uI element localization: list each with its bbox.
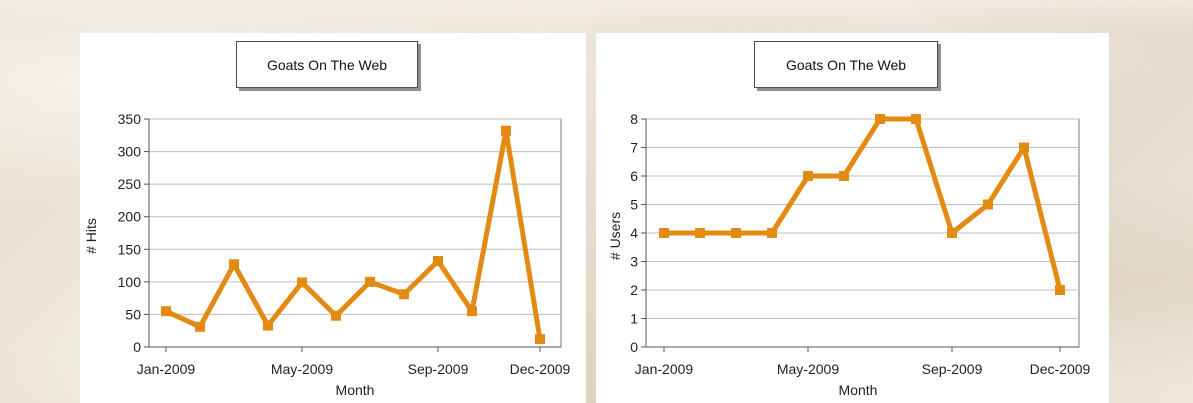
hits-chart-title: Goats On The Web: [236, 41, 418, 88]
x-tick-label: Sep-2009: [922, 361, 983, 377]
data-point-marker: [659, 228, 669, 238]
data-point-marker: [1019, 142, 1029, 153]
y-tick-label: 3: [630, 254, 638, 270]
y-axis-title: # Users: [607, 212, 623, 260]
data-point-marker: [331, 310, 341, 321]
data-point-marker: [695, 228, 705, 238]
users-chart-title: Goats On The Web: [754, 41, 938, 88]
plot-area: [148, 118, 562, 348]
y-axis-title: # Hits: [83, 218, 99, 254]
data-point-marker: [911, 114, 921, 124]
users-chart-panel: Goats On The Web 0 1 2 3 4 5 6 7 8 Jan-2009 May-20…: [596, 33, 1109, 403]
top-background-strip: [0, 0, 1193, 30]
x-tick-label: Jan-2009: [635, 361, 694, 377]
data-point-marker: [839, 171, 849, 181]
data-point-marker: [947, 228, 957, 238]
y-tick-label: 4: [630, 225, 638, 241]
y-tick-label: 0: [133, 339, 141, 355]
y-tick-label: 5: [630, 197, 638, 213]
series-line: [661, 116, 1063, 293]
y-tick-label: 150: [118, 241, 142, 257]
x-axis-title: Month: [839, 382, 878, 398]
data-point-marker: [1055, 285, 1065, 295]
data-point-marker: [433, 256, 443, 267]
data-point-marker: [535, 334, 545, 345]
data-point-marker: [983, 199, 993, 210]
data-point-marker: [767, 228, 777, 238]
y-tick-label: 200: [118, 209, 142, 225]
users-chart: 0 1 2 3 4 5 6 7 8 Jan-2009 May-2009 Sep-2009 Dec-200…: [607, 111, 1091, 398]
x-axis-title: Month: [336, 382, 375, 398]
data-point-marker: [263, 320, 273, 331]
x-tick-label: Jan-2009: [137, 361, 196, 377]
y-tick-label: 0: [630, 339, 638, 355]
data-point-marker: [365, 276, 375, 287]
data-point-marker: [467, 306, 477, 317]
data-point-marker: [161, 306, 171, 317]
x-tick-label: Dec-2009: [1030, 361, 1091, 377]
data-point-marker: [297, 277, 307, 288]
y-tick-label: 250: [118, 176, 142, 192]
y-tick-label: 8: [630, 111, 638, 127]
y-tick-label: 50: [125, 306, 141, 322]
y-tick-label: 350: [118, 111, 142, 127]
series-line: [163, 128, 543, 342]
x-tick-label: Dec-2009: [510, 361, 571, 377]
x-tick-label: Sep-2009: [408, 361, 469, 377]
y-tick-label: 2: [630, 282, 638, 298]
data-point-marker: [731, 228, 741, 238]
data-point-marker: [229, 259, 239, 270]
hits-chart: 0 50 100 150 200 250 300 350 Jan-2009 May-2009 Sep…: [83, 111, 571, 398]
y-tick-label: 6: [630, 168, 638, 184]
y-tick-label: 7: [630, 140, 638, 156]
data-point-marker: [875, 114, 885, 124]
hits-chart-panel: Goats On The Web 0 50 100 150 200 250 300 350 Ja…: [80, 33, 586, 403]
data-point-marker: [501, 125, 511, 136]
y-tick-label: 1: [630, 311, 638, 327]
x-tick-label: May-2009: [777, 361, 839, 377]
data-point-marker: [399, 289, 409, 300]
x-tick-label: May-2009: [271, 361, 333, 377]
data-point-marker: [803, 171, 813, 181]
y-tick-label: 300: [118, 144, 142, 160]
y-tick-label: 100: [118, 274, 142, 290]
data-point-marker: [195, 321, 205, 332]
